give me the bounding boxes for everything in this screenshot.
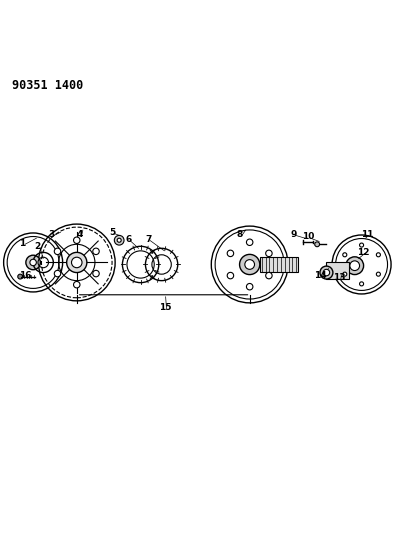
Text: 16: 16 (19, 271, 31, 280)
Text: 7: 7 (145, 235, 152, 244)
Circle shape (93, 248, 99, 255)
Text: 10: 10 (302, 232, 314, 241)
Circle shape (245, 260, 255, 269)
Circle shape (315, 242, 320, 247)
Circle shape (343, 253, 347, 257)
Circle shape (266, 250, 272, 256)
Circle shape (54, 270, 61, 277)
Text: 9: 9 (291, 230, 297, 239)
Text: 1: 1 (19, 239, 25, 248)
Circle shape (74, 281, 80, 288)
Circle shape (227, 250, 234, 256)
FancyBboxPatch shape (326, 262, 349, 279)
Circle shape (246, 284, 253, 290)
Circle shape (54, 248, 61, 255)
Circle shape (266, 272, 272, 279)
Text: 13: 13 (333, 273, 345, 282)
Circle shape (343, 272, 347, 276)
Circle shape (360, 243, 364, 247)
Circle shape (323, 269, 330, 276)
Text: 8: 8 (237, 230, 243, 239)
Circle shape (377, 272, 381, 276)
Text: 4: 4 (76, 230, 83, 239)
Circle shape (114, 236, 124, 245)
Circle shape (117, 238, 121, 243)
Circle shape (320, 266, 333, 279)
Circle shape (240, 254, 260, 274)
Text: 6: 6 (125, 235, 132, 244)
Text: 3: 3 (48, 230, 55, 239)
Text: 15: 15 (159, 303, 171, 312)
Circle shape (377, 253, 381, 257)
Circle shape (350, 261, 360, 271)
Circle shape (74, 237, 80, 244)
Text: 2: 2 (34, 242, 40, 251)
Circle shape (360, 282, 364, 286)
Circle shape (93, 270, 99, 277)
Text: 11: 11 (361, 230, 373, 239)
Circle shape (67, 252, 87, 272)
Text: 14: 14 (314, 271, 327, 280)
Text: 5: 5 (109, 228, 116, 237)
Text: 12: 12 (358, 248, 370, 257)
Text: 90351 1400: 90351 1400 (12, 79, 83, 92)
Circle shape (72, 257, 82, 268)
Circle shape (227, 272, 234, 279)
Circle shape (26, 255, 40, 270)
Circle shape (246, 239, 253, 246)
Circle shape (30, 259, 36, 265)
Circle shape (346, 257, 364, 274)
Circle shape (18, 274, 23, 279)
FancyBboxPatch shape (260, 257, 298, 272)
